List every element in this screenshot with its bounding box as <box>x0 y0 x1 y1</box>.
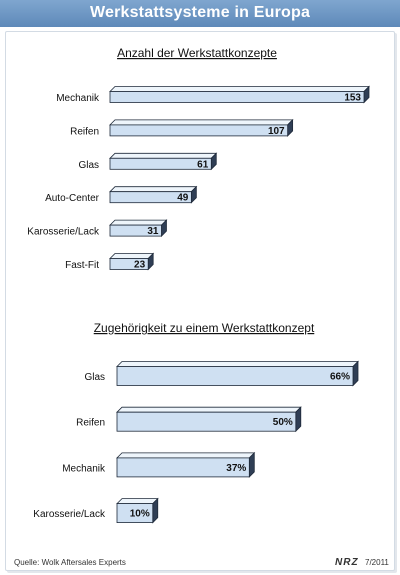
value-label: 66% <box>330 372 350 383</box>
bar-front-face <box>109 91 365 103</box>
value-label: 107 <box>268 126 285 137</box>
value-label: 23 <box>134 260 146 271</box>
header-banner: Werkstattsysteme in Europa <box>0 0 400 27</box>
bar-glas: Glas 66% <box>84 360 359 387</box>
bar-front-face <box>109 191 192 204</box>
bar-front-face <box>109 258 149 270</box>
value-label: 50% <box>273 417 293 428</box>
bar-front-face <box>116 503 154 524</box>
bar-top-face <box>116 498 159 505</box>
bar-reifen: Reifen 107 <box>70 118 294 137</box>
bar-top-face <box>109 186 198 193</box>
category-label: Reifen <box>70 126 99 137</box>
brand-logo: NRZ <box>335 557 359 568</box>
bar-front-face <box>116 457 250 478</box>
bar-top-face <box>116 452 256 459</box>
bar-glas: Glas 61 <box>78 152 218 171</box>
bar-karosserie-lack: Karosserie/Lack 10% <box>33 497 159 524</box>
bar-front-face <box>109 157 212 170</box>
bar-top-face <box>109 253 155 259</box>
bar-front-face <box>116 411 297 432</box>
bar-top-face <box>109 152 218 159</box>
bar-front-face <box>109 224 162 237</box>
value-label: 37% <box>226 463 246 474</box>
category-label: Glas <box>78 160 99 171</box>
bar-front-face <box>109 124 289 137</box>
value-label: 49 <box>177 193 189 204</box>
category-label: Auto-Center <box>45 193 100 204</box>
value-label: 31 <box>147 226 159 237</box>
value-label: 153 <box>344 93 361 104</box>
chart-2-title: Zugehörigkeit zu einem Werkstattkonzept <box>94 321 315 335</box>
category-label: Fast-Fit <box>65 260 99 271</box>
chart-1-bars: Mechanik 153 Reifen 107 Glas 61 Auto-Center 49 K… <box>27 85 370 271</box>
category-label: Glas <box>84 372 105 383</box>
bar-top-face <box>109 119 294 126</box>
bar-fast-fit: Fast-Fit 23 <box>65 252 155 271</box>
bar-karosserie-lack: Karosserie/Lack 31 <box>27 219 168 238</box>
category-label: Karosserie/Lack <box>33 509 106 520</box>
bar-top-face <box>109 219 168 226</box>
bar-mechanik: Mechanik 153 <box>56 85 370 104</box>
bar-top-face <box>109 86 370 92</box>
bar-mechanik: Mechanik 37% <box>62 451 256 478</box>
bar-front-face <box>116 366 354 386</box>
value-label: 10% <box>130 509 150 520</box>
page-title: Werkstattsysteme in Europa <box>89 4 311 21</box>
source-note: Quelle: Wolk Aftersales Experts <box>14 558 126 567</box>
chart-1-title: Anzahl der Werkstattkonzepte <box>117 46 277 60</box>
bar-auto-center: Auto-Center 49 <box>45 185 198 204</box>
value-label: 61 <box>197 159 209 170</box>
publication-date: 7/2011 <box>365 558 389 567</box>
category-label: Reifen <box>76 418 105 429</box>
chart-2-bars: Glas 66% Reifen 50% Mechanik 37% Karosserie/La… <box>33 360 359 524</box>
bar-top-face <box>116 406 302 413</box>
bar-reifen: Reifen 50% <box>76 406 302 433</box>
category-label: Mechanik <box>62 463 106 474</box>
category-label: Karosserie/Lack <box>27 227 100 238</box>
bar-top-face <box>116 361 359 367</box>
category-label: Mechanik <box>56 93 100 104</box>
